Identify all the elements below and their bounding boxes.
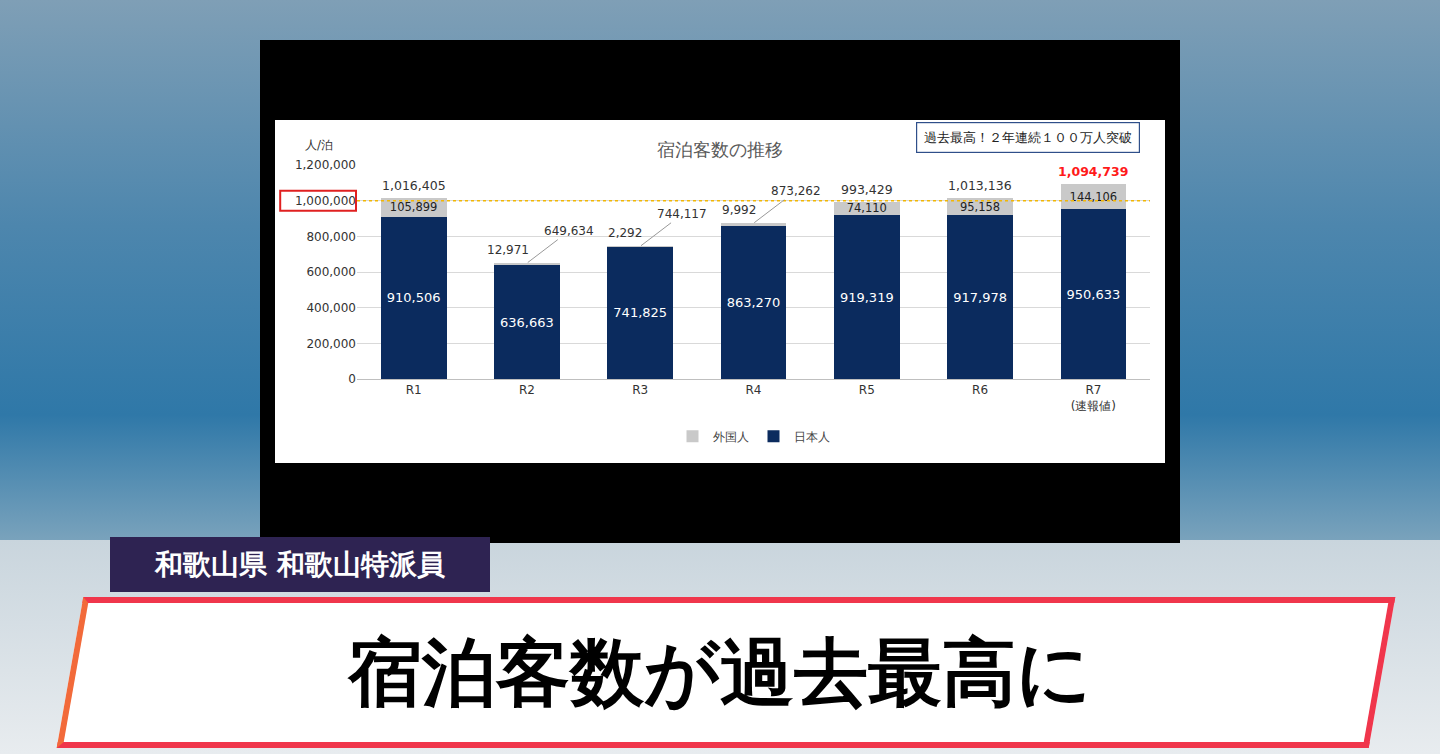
svg-text:9,992: 9,992 <box>722 203 756 217</box>
svg-text:R2: R2 <box>519 383 535 397</box>
svg-text:600,000: 600,000 <box>306 265 356 279</box>
svg-text:R1: R1 <box>406 383 422 397</box>
svg-text:649,634: 649,634 <box>544 224 594 238</box>
svg-text:95,158: 95,158 <box>960 200 1000 214</box>
svg-text:744,117: 744,117 <box>657 207 707 221</box>
svg-text:1,013,136: 1,013,136 <box>948 178 1012 193</box>
svg-text:636,663: 636,663 <box>500 315 554 330</box>
svg-text:過去最高！２年連続１００万人突破: 過去最高！２年連続１００万人突破 <box>924 130 1132 145</box>
svg-text:1,000,000: 1,000,000 <box>295 194 356 208</box>
svg-text:863,270: 863,270 <box>727 295 781 310</box>
svg-text:R4: R4 <box>746 383 762 397</box>
svg-text:R5: R5 <box>859 383 875 397</box>
svg-text:外国人: 外国人 <box>713 430 749 444</box>
svg-text:910,506: 910,506 <box>387 290 441 305</box>
svg-text:74,110: 74,110 <box>847 201 887 215</box>
svg-text:1,094,739: 1,094,739 <box>1058 164 1128 179</box>
svg-text:R7(速報値): R7(速報値) <box>1071 383 1116 413</box>
svg-text:宿泊客数の推移: 宿泊客数の推移 <box>657 139 783 160</box>
html-text:和歌山県 和歌山特派員: 和歌山県 和歌山特派員 <box>155 548 445 581</box>
svg-text:2,292: 2,292 <box>608 226 642 240</box>
svg-text:919,319: 919,319 <box>840 290 894 305</box>
svg-text:873,262: 873,262 <box>771 184 821 198</box>
svg-text:R3: R3 <box>632 383 648 397</box>
svg-text:105,899: 105,899 <box>390 200 438 214</box>
html-text:宿泊客数が過去最高に: 宿泊客数が過去最高に <box>348 629 1092 715</box>
svg-text:日本人: 日本人 <box>794 430 830 444</box>
svg-text:917,978: 917,978 <box>953 290 1007 305</box>
svg-text:12,971: 12,971 <box>487 243 529 257</box>
svg-text:人/泊: 人/泊 <box>305 138 333 152</box>
svg-text:950,633: 950,633 <box>1066 287 1120 302</box>
svg-text:0: 0 <box>348 372 356 386</box>
svg-text:R6: R6 <box>972 383 988 397</box>
svg-text:1,016,405: 1,016,405 <box>382 178 446 193</box>
svg-text:800,000: 800,000 <box>306 230 356 244</box>
svg-text:1,200,000: 1,200,000 <box>295 158 356 172</box>
svg-text:993,429: 993,429 <box>841 182 893 197</box>
svg-text:200,000: 200,000 <box>306 337 356 351</box>
svg-text:741,825: 741,825 <box>613 305 667 320</box>
svg-text:144,106: 144,106 <box>1070 190 1118 204</box>
svg-text:400,000: 400,000 <box>306 301 356 315</box>
